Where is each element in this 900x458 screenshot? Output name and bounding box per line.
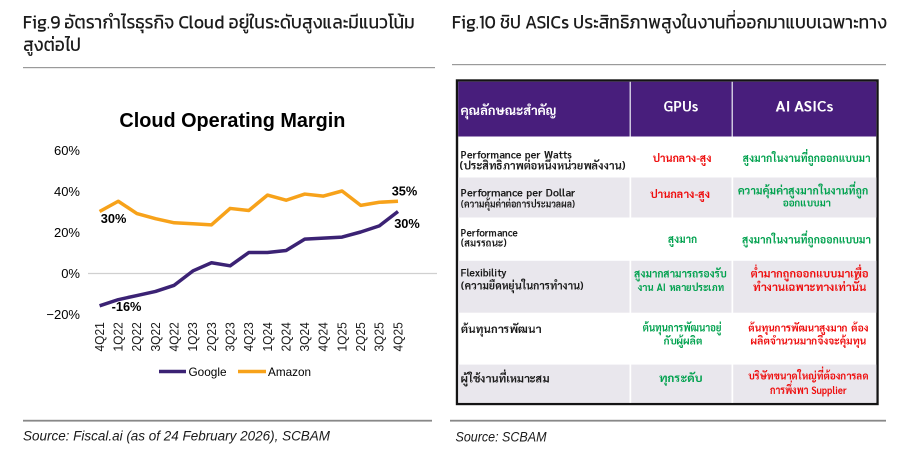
svg-text:2Q23: 2Q23 bbox=[205, 322, 219, 351]
svg-text:ทำงานเฉพาะทางเท่านั้น: ทำงานเฉพาะทางเท่านั้น bbox=[753, 276, 867, 294]
svg-text:0%: 0% bbox=[61, 266, 80, 281]
svg-text:Flexibility: Flexibility bbox=[461, 266, 507, 279]
svg-text:กับผู้ผลิต: กับผู้ผลิต bbox=[664, 334, 703, 348]
svg-text:35%: 35% bbox=[392, 184, 418, 199]
svg-text:1Q23: 1Q23 bbox=[186, 322, 200, 351]
svg-text:2Q25: 2Q25 bbox=[354, 322, 368, 351]
svg-text:(สมรรถนะ): (สมรรถนะ) bbox=[461, 236, 507, 249]
svg-text:บริษัทขนาดใหญ่ที่ต้องการลด: บริษัทขนาดใหญ่ที่ต้องการลด bbox=[748, 367, 869, 382]
svg-text:2Q22: 2Q22 bbox=[130, 322, 144, 351]
svg-text:60%: 60% bbox=[54, 143, 80, 158]
svg-text:ผู้ใช้งานที่เหมาะสม: ผู้ใช้งานที่เหมาะสม bbox=[461, 367, 550, 386]
svg-text:(ความยืดหยุ่นในการทำงาน): (ความยืดหยุ่นในการทำงาน) bbox=[461, 279, 584, 294]
svg-text:Performance per Watts: Performance per Watts bbox=[461, 149, 572, 162]
svg-text:Amazon: Amazon bbox=[268, 365, 311, 379]
svg-text:3Q24: 3Q24 bbox=[298, 322, 312, 351]
svg-text:Source: SCBAM: Source: SCBAM bbox=[456, 430, 548, 445]
svg-text:คุณลักษณะสำคัญ: คุณลักษณะสำคัญ bbox=[461, 102, 557, 120]
svg-text:3Q25: 3Q25 bbox=[373, 322, 387, 351]
svg-text:ต้นทุนการพัฒนาสูงมาก ต้อง: ต้นทุนการพัฒนาสูงมาก ต้อง bbox=[748, 321, 868, 336]
svg-text:GPUs: GPUs bbox=[664, 97, 699, 116]
svg-text:Fig.9 อัตรากำไรธุรกิจ Cloud อย: Fig.9 อัตรากำไรธุรกิจ Cloud อยู่ในระดับส… bbox=[23, 8, 415, 37]
svg-text:4Q23: 4Q23 bbox=[242, 322, 256, 351]
svg-text:ทุกระดับ: ทุกระดับ bbox=[659, 370, 703, 387]
svg-text:Google: Google bbox=[189, 365, 227, 379]
svg-text:AI ASICs: AI ASICs bbox=[776, 98, 834, 116]
svg-text:3Q23: 3Q23 bbox=[223, 322, 237, 351]
svg-text:30%: 30% bbox=[394, 216, 420, 231]
svg-text:ปานกลาง-สูง: ปานกลาง-สูง bbox=[650, 188, 710, 202]
svg-text:−20%: −20% bbox=[46, 307, 80, 322]
svg-text:1Q25: 1Q25 bbox=[335, 322, 349, 351]
svg-text:Performance: Performance bbox=[461, 226, 519, 239]
svg-text:2Q24: 2Q24 bbox=[279, 322, 293, 351]
svg-text:สูงมากในงานที่ถูกออกแบบมา: สูงมากในงานที่ถูกออกแบบมา bbox=[742, 147, 871, 166]
svg-text:สูงมากสามารถรองรับ: สูงมากสามารถรองรับ bbox=[633, 267, 727, 281]
svg-text:Performance per Dollar: Performance per Dollar bbox=[461, 187, 576, 200]
svg-text:1Q24: 1Q24 bbox=[261, 322, 275, 351]
svg-text:งาน AI หลายประเภท: งาน AI หลายประเภท bbox=[638, 281, 726, 294]
svg-text:ความคุ้มค่าสูงมากในงานที่ถูก: ความคุ้มค่าสูงมากในงานที่ถูก bbox=[738, 179, 869, 199]
svg-text:Fig.10 ชิป ASICs ประสิทธิภาพสู: Fig.10 ชิป ASICs ประสิทธิภาพสูงในงานที่อ… bbox=[452, 8, 887, 37]
svg-text:ปานกลาง-สูง: ปานกลาง-สูง bbox=[653, 152, 712, 166]
svg-text:Cloud Operating Margin: Cloud Operating Margin bbox=[119, 110, 345, 132]
svg-text:ต้นทุนการพัฒนา: ต้นทุนการพัฒนา bbox=[461, 321, 542, 338]
svg-text:ต่ำมากถูกออกแบบมาเพื่อ: ต่ำมากถูกออกแบบมาเพื่อ bbox=[751, 262, 869, 281]
svg-text:4Q25: 4Q25 bbox=[391, 322, 405, 351]
svg-text:สูงมากในงานที่ถูกออกแบบมา: สูงมากในงานที่ถูกออกแบบมา bbox=[741, 229, 871, 248]
svg-text:40%: 40% bbox=[54, 184, 80, 199]
svg-text:ออกแบบมา: ออกแบบมา bbox=[783, 197, 832, 210]
svg-text:สูงมาก: สูงมาก bbox=[667, 233, 698, 247]
svg-text:(ความคุ้มค่าต่อการประมวลผล): (ความคุ้มค่าต่อการประมวลผล) bbox=[461, 197, 576, 212]
svg-text:ผลิตจำนวนมากจึงจะคุ้มทุน: ผลิตจำนวนมากจึงจะคุ้มทุน bbox=[751, 334, 867, 349]
svg-text:4Q22: 4Q22 bbox=[168, 322, 182, 351]
svg-text:30%: 30% bbox=[101, 211, 127, 226]
svg-text:20%: 20% bbox=[54, 225, 80, 240]
svg-text:สูงต่อไป: สูงต่อไป bbox=[23, 30, 81, 59]
svg-text:Source: Fiscal.ai (as of 24 Fe: Source: Fiscal.ai (as of 24 February 202… bbox=[23, 429, 331, 444]
svg-text:-16%: -16% bbox=[112, 299, 142, 314]
svg-text:3Q22: 3Q22 bbox=[149, 322, 163, 351]
svg-text:ต้นทุนการพัฒนาอยู่: ต้นทุนการพัฒนาอยู่ bbox=[643, 321, 723, 336]
svg-text:1Q22: 1Q22 bbox=[112, 322, 126, 351]
svg-text:4Q24: 4Q24 bbox=[317, 322, 331, 351]
svg-text:4Q21: 4Q21 bbox=[93, 322, 107, 351]
